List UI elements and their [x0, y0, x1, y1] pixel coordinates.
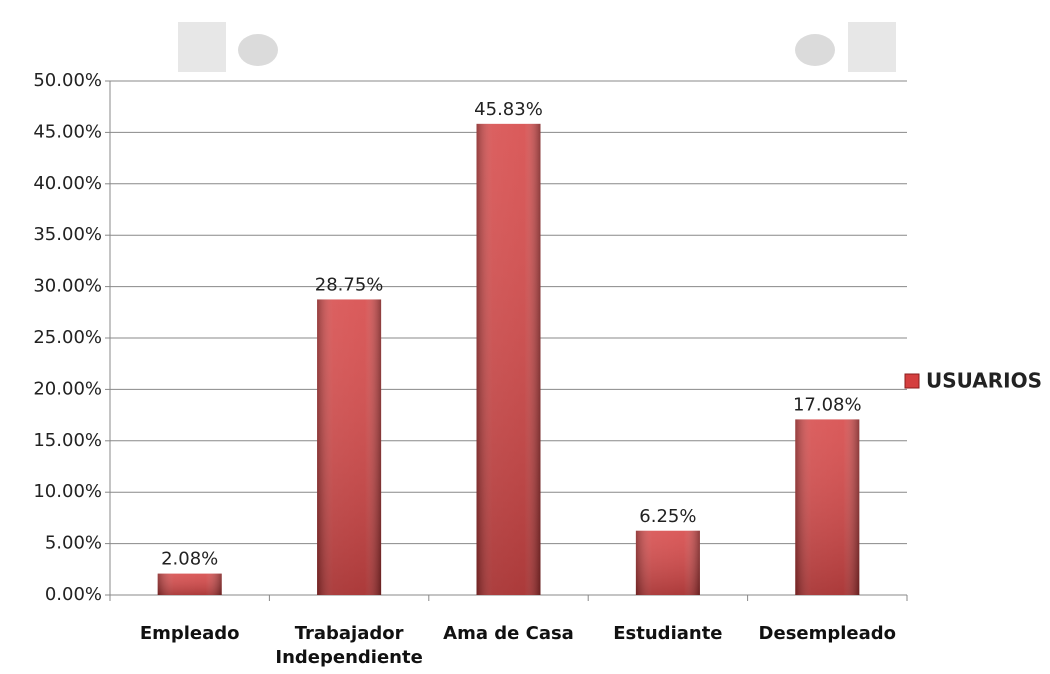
y-tick-label: 15.00%	[33, 430, 102, 451]
legend-swatch	[904, 373, 920, 389]
y-tick-label: 25.00%	[33, 327, 102, 348]
y-tick-label: 40.00%	[33, 173, 102, 194]
y-tick-label: 20.00%	[33, 378, 102, 399]
y-tick-label: 5.00%	[45, 533, 102, 554]
x-tick-label: Desempleado	[758, 623, 897, 644]
data-label: 17.08%	[793, 394, 862, 415]
x-tick-label: Estudiante	[613, 623, 723, 644]
bar-shade	[157, 573, 222, 595]
x-tick-label: Ama de Casa	[443, 623, 574, 644]
x-tick-label: Trabajador Independiente	[275, 623, 423, 668]
data-label: 6.25%	[639, 506, 696, 527]
bar-shade	[476, 123, 541, 595]
bar-shade	[317, 299, 382, 595]
x-tick-label: Empleado	[139, 623, 240, 644]
decoration	[178, 22, 896, 72]
y-tick-label: 0.00%	[45, 584, 102, 605]
data-label: 45.83%	[474, 99, 543, 120]
bar-shade	[635, 530, 700, 595]
legend-label: USUARIOS	[926, 369, 1042, 393]
y-tick-label: 45.00%	[33, 121, 102, 142]
data-label: 2.08%	[161, 549, 218, 570]
data-label: 28.75%	[315, 274, 384, 295]
y-tick-label: 10.00%	[33, 481, 102, 502]
y-tick-label: 35.00%	[33, 224, 102, 245]
bar-shade	[795, 419, 860, 595]
y-tick-label: 50.00%	[33, 70, 102, 91]
y-tick-label: 30.00%	[33, 276, 102, 297]
